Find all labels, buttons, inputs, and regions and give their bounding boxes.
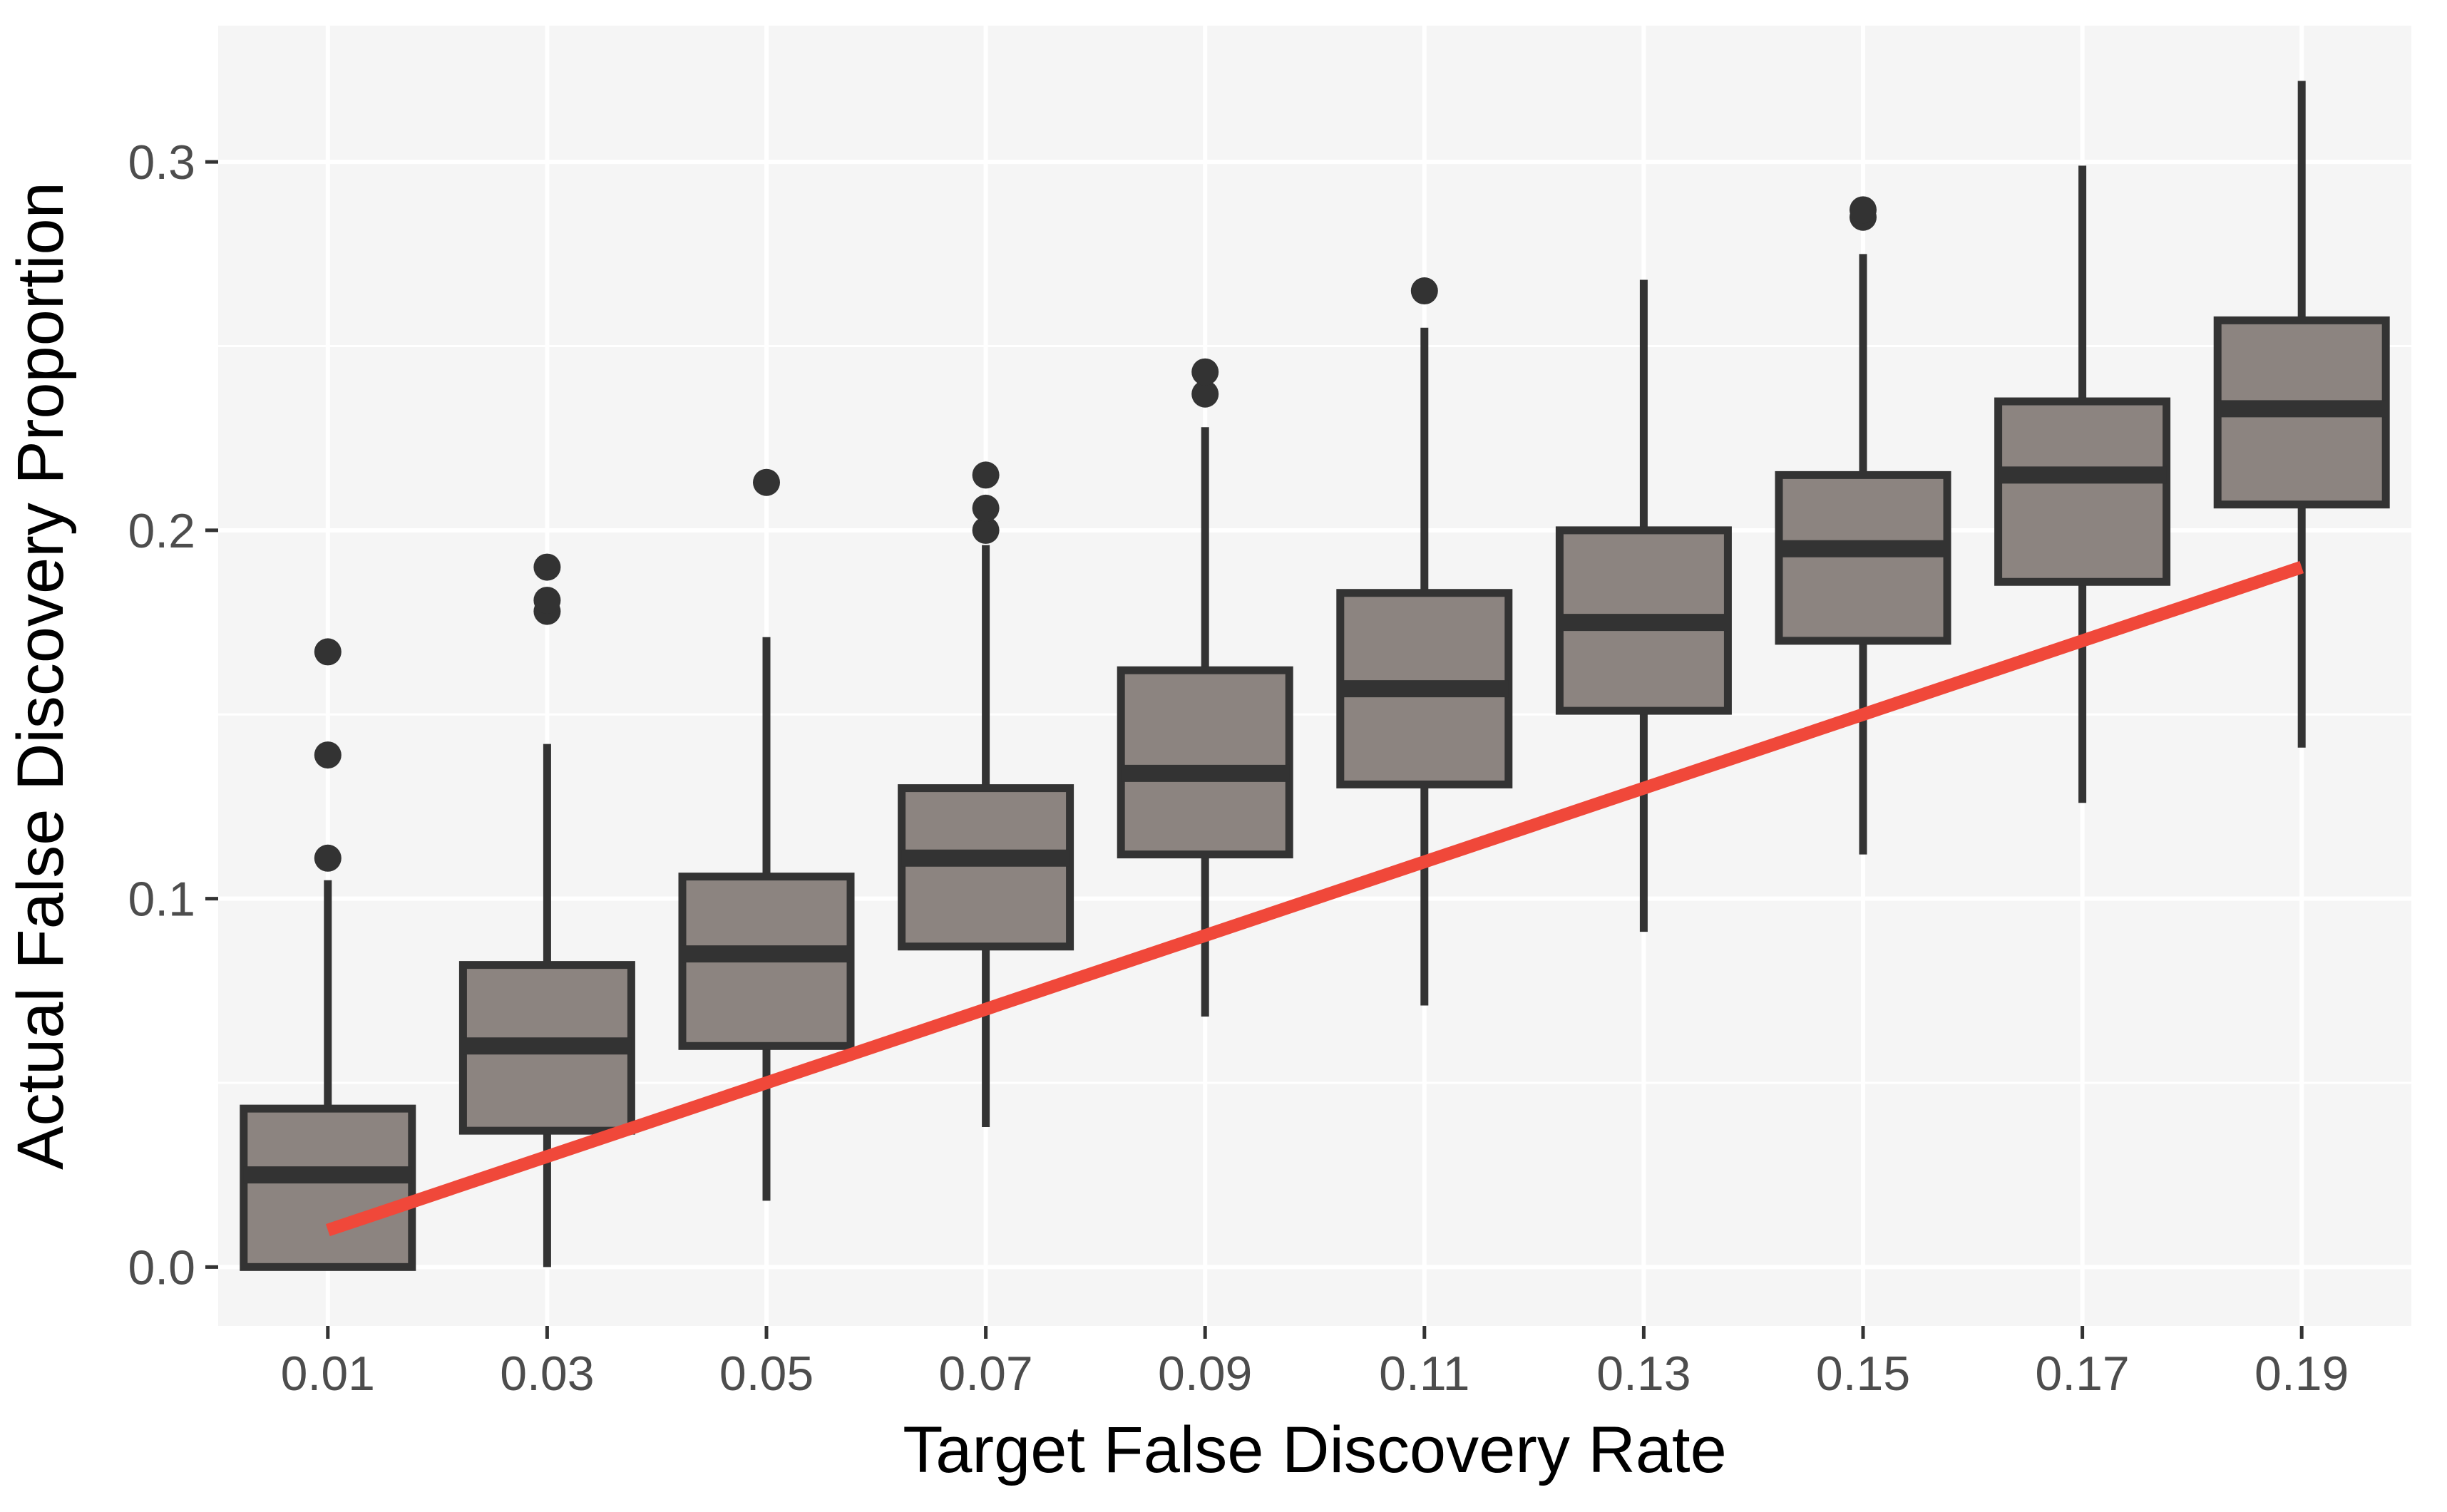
outlier-point	[972, 494, 1000, 522]
x-tick-label: 0.09	[1158, 1347, 1252, 1401]
outlier-point	[314, 741, 342, 769]
box-0.13	[1555, 279, 1732, 932]
outlier-point	[314, 638, 342, 666]
box-0.07	[898, 461, 1074, 1127]
outlier-point	[1191, 358, 1219, 386]
x-tick-label: 0.15	[1816, 1347, 1910, 1401]
x-tick-label: 0.19	[2254, 1347, 2349, 1401]
y-tick-label: 0.2	[128, 504, 195, 558]
box-0.17	[1994, 165, 2171, 803]
box-0.11	[1336, 277, 1513, 1006]
outlier-point	[753, 468, 780, 496]
box-iqr	[1117, 666, 1293, 859]
outlier-point	[1850, 196, 1877, 224]
x-tick-label: 0.13	[1596, 1347, 1691, 1401]
y-tick-label: 0.1	[128, 873, 195, 927]
box-iqr	[240, 1104, 416, 1271]
box-0.03	[458, 553, 635, 1267]
outlier-point	[314, 844, 342, 872]
box-0.09	[1117, 358, 1293, 1017]
outlier-point	[972, 461, 1000, 489]
reference-line-group	[325, 561, 2304, 1237]
y-tick-label: 0.3	[128, 135, 195, 190]
x-tick-label: 0.05	[719, 1347, 814, 1401]
x-tick-label: 0.11	[1379, 1347, 1469, 1401]
x-tick-label: 0.17	[2035, 1347, 2129, 1401]
y-axis-ticks: 0.0 0.1 0.2 0.3	[128, 135, 218, 1295]
x-axis-title: Target False Discovery Rate	[903, 1414, 1727, 1486]
box-0.19	[2213, 81, 2390, 748]
outlier-point	[1191, 380, 1219, 408]
reference-line	[325, 561, 2304, 1237]
box-0.01	[240, 638, 416, 1271]
x-tick-label: 0.01	[281, 1347, 375, 1401]
box-iqr	[1994, 397, 2171, 586]
outlier-point	[1410, 277, 1438, 305]
outlier-point	[533, 553, 561, 581]
x-axis-ticks: 0.01 0.03 0.05 0.07 0.09 0.11 0.13 0.15 0.17 0.19	[281, 1326, 2349, 1401]
outlier-point	[972, 516, 1000, 544]
box-series	[240, 81, 2390, 1271]
box-0.15	[1775, 196, 1951, 855]
x-tick-label: 0.07	[938, 1347, 1032, 1401]
box-0.05	[678, 468, 855, 1201]
box-iqr	[1775, 470, 1951, 645]
outlier-point	[533, 587, 561, 614]
x-tick-label: 0.03	[500, 1347, 594, 1401]
y-tick-label: 0.0	[128, 1240, 195, 1295]
box-iqr	[898, 784, 1074, 951]
y-axis-title: Actual False Discovery Proportion	[4, 182, 77, 1170]
